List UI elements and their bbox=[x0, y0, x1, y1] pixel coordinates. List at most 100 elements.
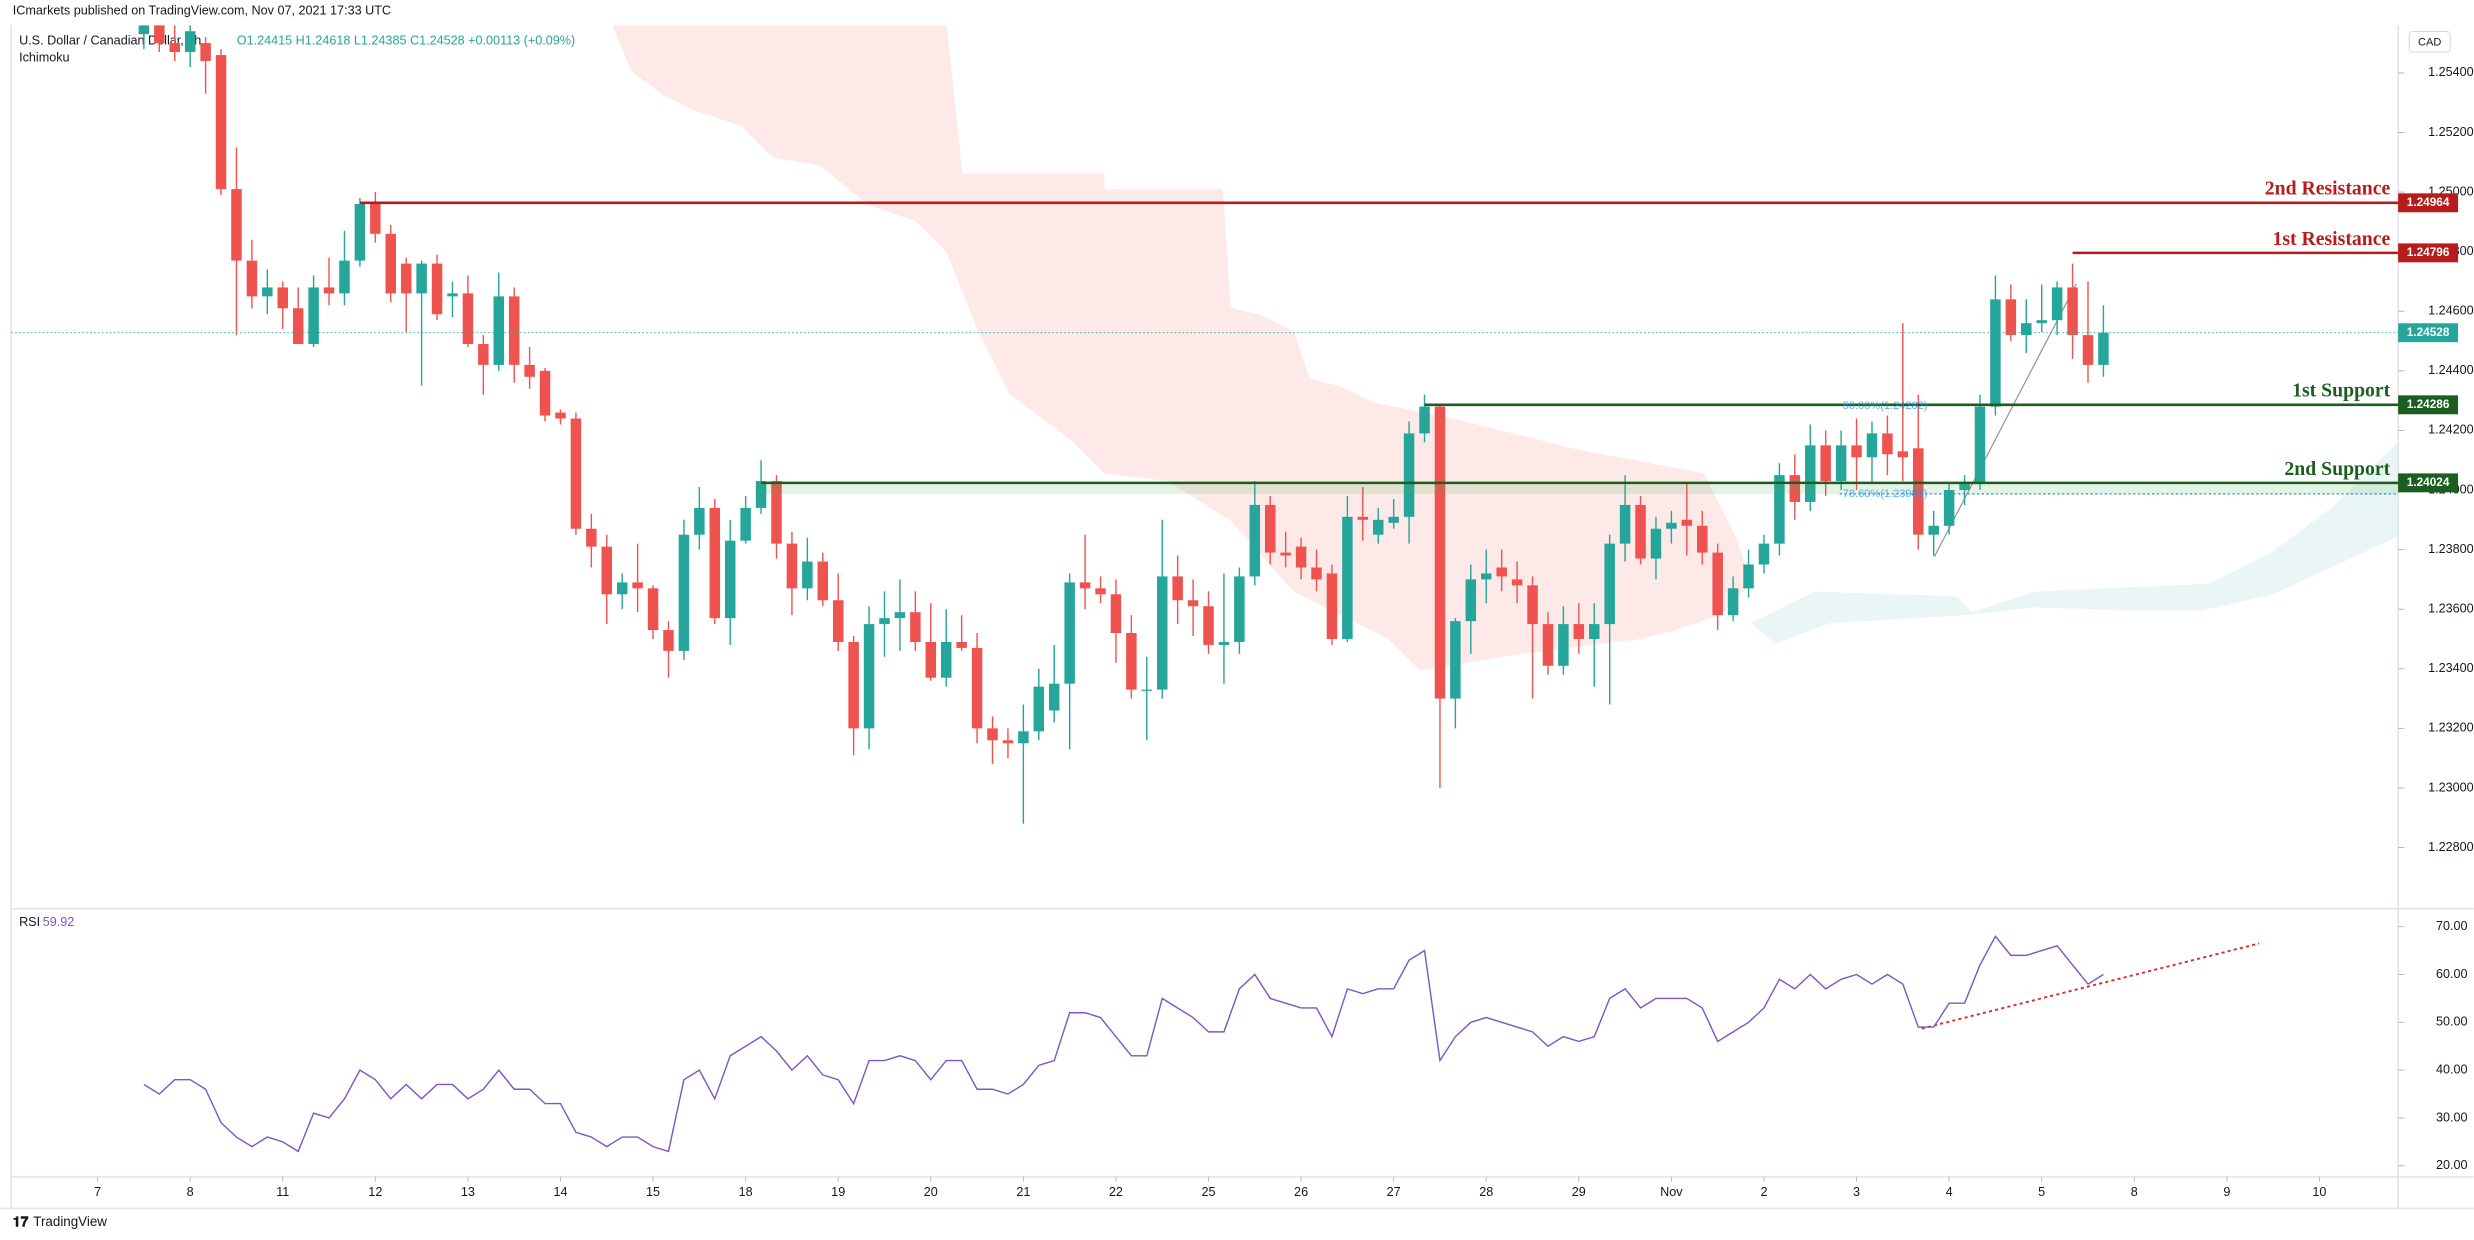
candle-body bbox=[308, 287, 319, 345]
candle-body bbox=[1727, 588, 1739, 616]
candle-body bbox=[1589, 624, 1600, 639]
candle-body bbox=[1110, 594, 1122, 634]
fib-label: 50.00%(1.24282) bbox=[1843, 400, 1928, 412]
x-tick-label: 14 bbox=[553, 1185, 567, 1199]
candle-body bbox=[1897, 451, 1909, 458]
x-tick-label: 28 bbox=[1479, 1185, 1493, 1199]
y-tick-label: 1.24200 bbox=[2428, 423, 2474, 437]
candle-body bbox=[262, 287, 273, 297]
candle-body bbox=[400, 263, 412, 294]
x-tick-label: 3 bbox=[1853, 1185, 1860, 1199]
candle-body bbox=[925, 641, 937, 678]
candle-body bbox=[1187, 600, 1199, 607]
candle-body bbox=[1234, 576, 1245, 642]
candle-body bbox=[1527, 585, 1538, 625]
rsi-y-tick-label: 20.00 bbox=[2436, 1158, 2468, 1172]
rsi-line bbox=[143, 934, 2104, 1153]
candle-body bbox=[1203, 606, 1214, 645]
candle-body bbox=[154, 25, 165, 44]
candle-body bbox=[1866, 433, 1878, 458]
logo-mark: 𝟏𝟕 bbox=[13, 1214, 29, 1230]
candle-body bbox=[1064, 582, 1075, 684]
candle-body bbox=[1311, 567, 1322, 580]
candle-body bbox=[2067, 287, 2078, 336]
level-tag-label: 1.24796 bbox=[2407, 245, 2450, 259]
candle-body bbox=[879, 618, 890, 625]
candle-body bbox=[184, 31, 196, 53]
candle-body bbox=[1913, 448, 1924, 535]
candle-body bbox=[1882, 433, 1893, 455]
publisher: ICmarkets published on TradingView.com, … bbox=[13, 3, 391, 17]
candle-body bbox=[1542, 624, 1554, 666]
candle-body bbox=[1511, 579, 1523, 586]
candle-body bbox=[1419, 406, 1430, 434]
level-tag bbox=[2398, 473, 2459, 493]
candle-body bbox=[138, 25, 150, 35]
candle-body bbox=[1095, 588, 1106, 595]
candle-body bbox=[1835, 445, 1847, 482]
candle-body bbox=[570, 418, 582, 529]
candle-body bbox=[647, 588, 659, 631]
candle-body bbox=[2098, 332, 2109, 365]
x-tick-label: 21 bbox=[1016, 1185, 1030, 1199]
candle-body bbox=[1851, 445, 1862, 458]
candle-body bbox=[1342, 516, 1353, 639]
candle-body bbox=[1789, 475, 1801, 502]
x-tick-label: 22 bbox=[1109, 1185, 1123, 1199]
candle-body bbox=[1650, 528, 1662, 559]
candle-body bbox=[231, 189, 242, 261]
support-zone bbox=[761, 482, 2399, 494]
candle-body bbox=[2036, 320, 2047, 324]
candle-body bbox=[370, 204, 381, 234]
candle-body bbox=[354, 204, 366, 261]
candle-body bbox=[1697, 525, 1708, 553]
candle-body bbox=[539, 370, 551, 416]
candle-body bbox=[1558, 624, 1569, 666]
candle-body bbox=[940, 641, 952, 678]
candle-body bbox=[1434, 406, 1446, 699]
y-tick-label: 1.23600 bbox=[2428, 602, 2474, 616]
candle-body bbox=[817, 561, 829, 601]
candle-body bbox=[910, 612, 921, 642]
candle-body bbox=[1264, 504, 1276, 553]
rsi-y-tick-label: 70.00 bbox=[2436, 919, 2468, 933]
candle-body bbox=[1249, 504, 1261, 577]
fib-label: 78.60%(1.23987) bbox=[1843, 488, 1928, 500]
candle-body bbox=[786, 543, 798, 589]
x-tick-label: 18 bbox=[739, 1185, 753, 1199]
candle-body bbox=[601, 546, 613, 595]
level-name: 2nd Support bbox=[2284, 458, 2390, 480]
candle-body bbox=[1002, 740, 1014, 744]
candle-body bbox=[632, 582, 643, 589]
candle-body bbox=[1295, 546, 1307, 568]
x-tick-label: 8 bbox=[2131, 1185, 2138, 1199]
candle-body bbox=[1496, 567, 1507, 577]
rsi-y-tick-label: 60.00 bbox=[2436, 967, 2468, 981]
x-tick-label: 12 bbox=[368, 1185, 382, 1199]
candle-body bbox=[1743, 564, 1754, 589]
candle-body bbox=[1758, 543, 1770, 565]
candle-body bbox=[555, 412, 566, 419]
candle-body bbox=[1820, 445, 1831, 482]
candle-body bbox=[493, 296, 505, 365]
candle-body bbox=[2082, 335, 2094, 365]
candle-body bbox=[1280, 552, 1291, 556]
rsi-y-tick-label: 40.00 bbox=[2436, 1062, 2468, 1076]
last-price-label: 1.24528 bbox=[2407, 325, 2450, 339]
y-tick-label: 1.24400 bbox=[2428, 363, 2474, 377]
x-tick-label: 19 bbox=[831, 1185, 845, 1199]
candle-body bbox=[1048, 683, 1060, 711]
candle-body bbox=[2021, 323, 2032, 336]
candle-body bbox=[1156, 576, 1168, 690]
y-tick-label: 1.24600 bbox=[2428, 304, 2474, 318]
y-tick-label: 1.23000 bbox=[2428, 780, 2474, 794]
candle-body bbox=[246, 260, 258, 297]
y-tick-label: 1.25400 bbox=[2428, 65, 2474, 79]
x-tick-label: 13 bbox=[461, 1185, 475, 1199]
currency: CAD bbox=[2418, 37, 2441, 49]
x-tick-label: Nov bbox=[1660, 1185, 1683, 1199]
candle-body bbox=[2005, 299, 2017, 336]
x-tick-label: 29 bbox=[1572, 1185, 1586, 1199]
x-tick-label: 26 bbox=[1294, 1185, 1308, 1199]
